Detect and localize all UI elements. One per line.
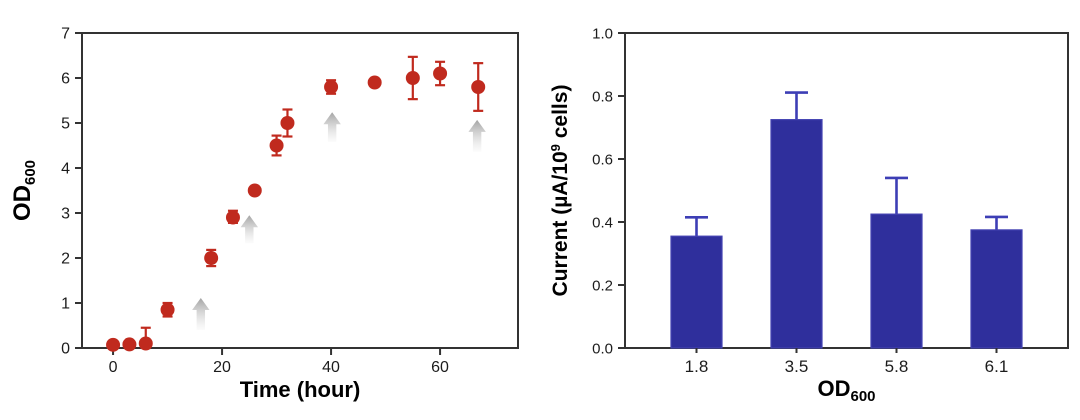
data-point <box>471 62 486 112</box>
up-arrow <box>323 112 341 142</box>
marker-circle <box>138 336 153 351</box>
up-arrow <box>240 215 259 244</box>
marker-circle <box>269 138 284 153</box>
y-tick-label: 5 <box>61 116 70 133</box>
y-tick-label: 0 <box>61 341 70 358</box>
plot-frame <box>624 32 1069 349</box>
marker-circle <box>405 71 420 85</box>
y-tick-label: 6 <box>61 71 70 88</box>
bar-group <box>770 91 823 349</box>
x-tick-label: 60 <box>431 359 449 376</box>
data-point <box>160 301 175 318</box>
y-tick-label: 1.0 <box>592 25 613 42</box>
data-point <box>280 108 295 138</box>
current-bar-chart: 0.0 0.2 0.4 0.6 0.8 1.0 1.8 3.5 5.8 6.1 OD600 Curre… <box>548 25 1069 405</box>
bar-group <box>970 215 1023 349</box>
x-category-label: 1.8 <box>685 357 709 376</box>
marker-circle <box>204 251 219 265</box>
bar <box>870 213 923 349</box>
y-tick-label: 1 <box>61 296 70 313</box>
x-tick-label: 40 <box>322 359 340 376</box>
data-point <box>247 183 262 198</box>
x-tick-label: 0 <box>109 359 118 376</box>
y-tick-label: 3 <box>61 206 70 223</box>
bar <box>970 229 1023 349</box>
data-point <box>225 209 240 225</box>
data-point <box>269 134 284 157</box>
x-category-label: 5.8 <box>885 357 909 376</box>
marker-circle <box>160 302 175 317</box>
bar-group <box>870 176 923 349</box>
data-point <box>405 55 420 101</box>
data-point <box>324 79 339 95</box>
x-category-label: 3.5 <box>785 357 809 376</box>
marker-circle <box>280 116 295 130</box>
x-category-label: 6.1 <box>985 357 1009 376</box>
marker-circle <box>225 210 240 225</box>
y-axis-label: OD600 <box>9 160 39 221</box>
marker-circle <box>324 80 339 94</box>
data-point <box>122 337 137 352</box>
y-tick-label: 0.8 <box>592 88 613 105</box>
x-tick-label: 20 <box>213 359 231 376</box>
marker-circle <box>367 75 382 90</box>
x-axis-label: OD600 <box>817 376 875 405</box>
data-point <box>433 60 448 87</box>
data-point <box>204 248 219 268</box>
x-axis-label: Time (hour) <box>240 377 361 402</box>
plot-frame <box>81 32 519 349</box>
data-point <box>138 326 153 351</box>
marker-circle <box>471 80 486 94</box>
y-axis-label: Current (µA/109 cells) <box>548 85 572 297</box>
y-tick-label: 4 <box>61 161 70 178</box>
marker-circle <box>122 337 137 352</box>
y-tick-label: 0.0 <box>592 340 613 357</box>
data-point <box>367 75 382 90</box>
data-point <box>106 337 121 352</box>
bar <box>770 119 823 349</box>
marker-circle <box>247 183 262 198</box>
marker-circle <box>106 337 121 352</box>
y-tick-label: 2 <box>61 251 70 268</box>
marker-circle <box>433 66 448 81</box>
bar-group <box>670 215 723 349</box>
growth-curve-chart: 0 1 2 3 4 5 6 7 0 20 40 60 Time (hour) OD600 <box>9 26 519 402</box>
up-arrow <box>192 298 210 330</box>
y-tick-label: 0.2 <box>592 277 613 294</box>
up-arrow <box>468 119 486 152</box>
y-tick-label: 0.6 <box>592 151 613 168</box>
bar <box>670 235 723 349</box>
y-tick-label: 7 <box>61 26 70 43</box>
y-tick-label: 0.4 <box>592 214 613 231</box>
